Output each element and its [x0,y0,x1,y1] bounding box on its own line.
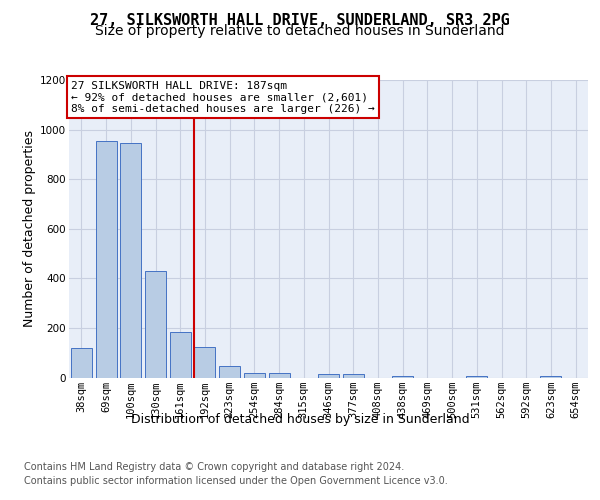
Bar [170,332,191,378]
Bar [95,140,116,378]
Bar [541,376,562,378]
Bar [343,374,364,378]
Bar [318,374,339,378]
Bar [466,376,487,378]
Text: 27, SILKSWORTH HALL DRIVE, SUNDERLAND, SR3 2PG: 27, SILKSWORTH HALL DRIVE, SUNDERLAND, S… [90,13,510,28]
Bar [120,143,141,378]
Text: Size of property relative to detached houses in Sunderland: Size of property relative to detached ho… [95,24,505,38]
Bar [71,348,92,378]
Bar [392,376,413,378]
Bar [145,271,166,378]
Text: Contains public sector information licensed under the Open Government Licence v3: Contains public sector information licen… [24,476,448,486]
Bar [194,346,215,378]
Text: Distribution of detached houses by size in Sunderland: Distribution of detached houses by size … [131,412,469,426]
Text: 27 SILKSWORTH HALL DRIVE: 187sqm
← 92% of detached houses are smaller (2,601)
8%: 27 SILKSWORTH HALL DRIVE: 187sqm ← 92% o… [71,81,375,114]
Bar [269,372,290,378]
Y-axis label: Number of detached properties: Number of detached properties [23,130,36,327]
Text: Contains HM Land Registry data © Crown copyright and database right 2024.: Contains HM Land Registry data © Crown c… [24,462,404,472]
Bar [219,366,240,378]
Bar [244,372,265,378]
